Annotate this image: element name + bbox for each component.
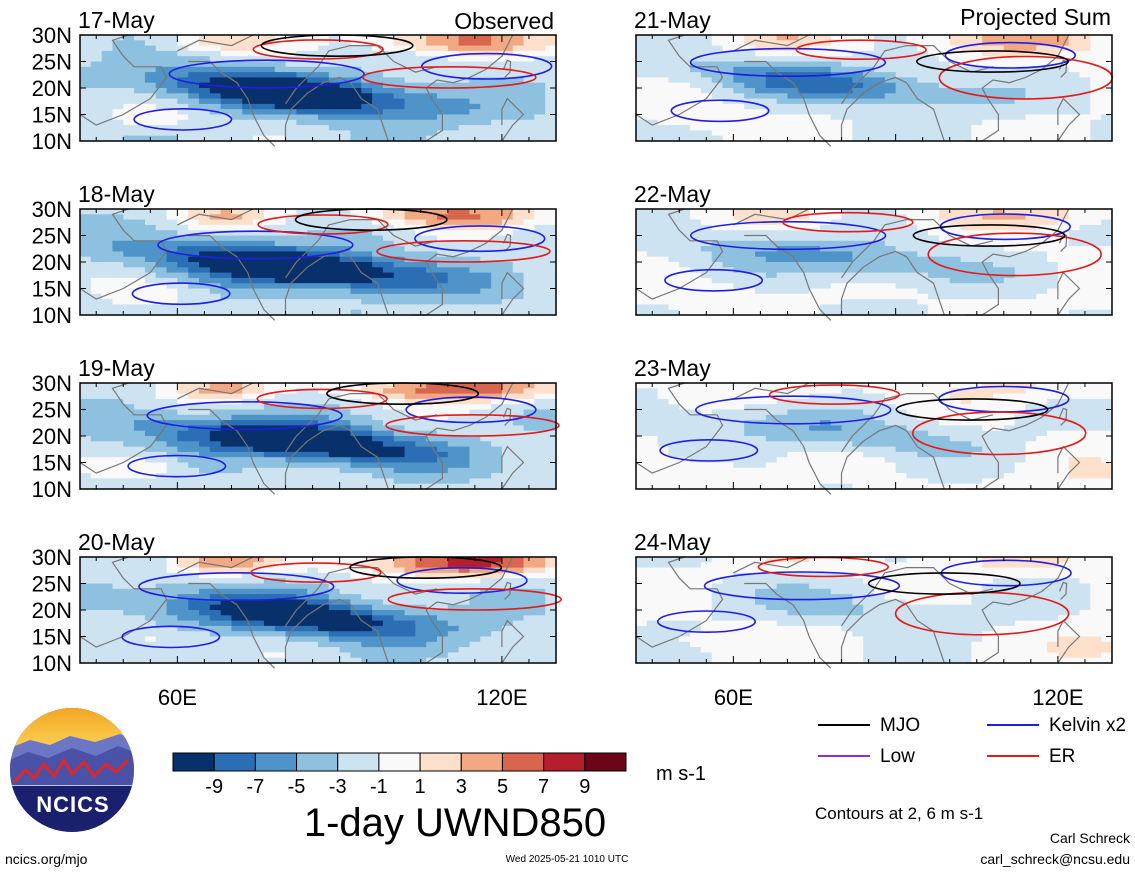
colorbar-swatch [337,752,380,772]
colorbar-swatch [254,752,298,772]
lat-label: 25N [32,50,72,75]
map-panel-21-May: 21-May [634,7,1114,147]
observed-header: Observed [454,8,554,34]
lon-label: 60E [714,685,753,710]
projected-sum-header: Projected Sum [960,4,1111,30]
contours-note: Contours at 2, 6 m s-1 [815,804,983,823]
longitude-labels: 60E 120E 60E 120E [158,685,1084,710]
lat-label: 30N [32,197,72,222]
ncics-logo: NCICS [10,708,134,832]
logo-text: NCICS [36,792,109,817]
lat-label: 10N [32,129,72,154]
lon-label: 60E [158,685,197,710]
lat-label: 10N [32,477,72,502]
lat-label: 25N [32,398,72,423]
lat-label: 30N [32,23,72,48]
colorbar-label: 7 [538,776,549,798]
colorbar-label: -1 [370,776,388,798]
footer-email: carl_schreck@ncsu.edu [980,851,1130,867]
colorbar-swatch [378,752,421,772]
colorbar-swatch [460,752,503,772]
lat-label: 15N [32,277,72,302]
lat-label: 30N [32,545,72,570]
colorbar-swatch [584,752,627,772]
figure-title: 1-day UWND850 [304,801,606,845]
colorbar-swatch [543,752,586,772]
map-panel-24-May: 24-May [634,529,1113,669]
footer-url: ncics.org/mjo [5,851,88,867]
legend-label: MJO [880,715,920,736]
colorbar-label: 5 [497,776,508,798]
colorbar-swatch [213,752,256,772]
footer-author: Carl Schreck [1050,830,1131,846]
colorbar-label: -5 [288,776,306,798]
footer-timestamp: Wed 2025-05-21 1010 UTC [506,854,629,865]
lat-label: 20N [32,76,72,101]
colorbar-label: 3 [456,776,467,798]
units-label: m s-1 [656,763,706,785]
lat-label: 30N [32,371,72,396]
panel-date: 18-May [78,181,155,207]
colorbar-label: -9 [205,776,223,798]
panel-date: 19-May [78,355,155,381]
panel-date: 23-May [634,355,711,381]
panel-date: 24-May [634,529,711,555]
colorbar-swatch [501,752,545,772]
wave-legend: MJO Kelvin x2 Low ER [818,715,1126,767]
colorbar-label: -7 [247,776,265,798]
legend-label: Kelvin x2 [1049,715,1126,736]
legend-label: ER [1049,746,1075,767]
lon-label: 120E [476,685,527,710]
panel-date: 21-May [634,7,711,33]
colorbar-label: 1 [415,776,426,798]
lat-label: 25N [32,224,72,249]
colorbar-swatch [419,752,462,772]
panel-date: 17-May [78,7,155,33]
lat-label: 10N [32,651,72,676]
colorbar-label: 9 [579,776,590,798]
lat-label: 15N [32,103,72,128]
map-panel-23-May: 23-May [634,355,1113,495]
lon-label: 120E [1032,685,1083,710]
legend-label: Low [880,746,915,767]
lat-label: 20N [32,250,72,275]
lat-label: 25N [32,572,72,597]
lat-label: 20N [32,424,72,449]
colorbar-swatch [172,752,215,772]
panel-date: 22-May [634,181,711,207]
map-panel-22-May: 22-May [634,181,1113,321]
lat-label: 15N [32,451,72,476]
colorbar-swatch [296,752,339,772]
panel-date: 20-May [78,529,155,555]
colorbar-label: -3 [329,776,347,798]
lat-label: 20N [32,598,72,623]
lat-label: 10N [32,303,72,328]
lat-label: 15N [32,625,72,650]
map-panels: 17-May30N25N20N15N10N18-May30N25N20N15N1… [32,7,1114,676]
colorbar: -9 -7 -5 -3 -1 1 3 5 7 9 [172,752,627,798]
